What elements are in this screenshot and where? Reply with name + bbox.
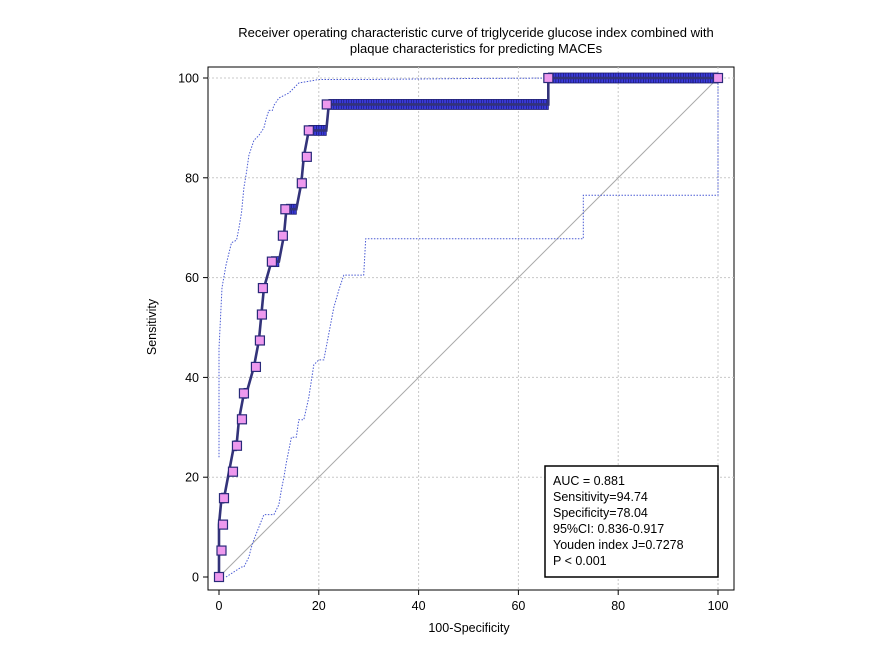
stats-box: AUC = 0.881 Sensitivity=94.74 Specificit…: [544, 465, 719, 578]
y-tick-label: 0: [192, 571, 199, 585]
criterion-marker: [216, 545, 227, 556]
y-tick-label: 80: [185, 171, 199, 185]
criterion-marker: [257, 282, 269, 294]
chart-title-line-1: Receiver operating characteristic curve …: [238, 25, 713, 40]
stats-youden: Youden index J=0.7278: [553, 538, 684, 552]
criterion-marker: [303, 125, 314, 136]
criterion-marker: [213, 571, 225, 583]
criterion-marker: [250, 361, 262, 373]
y-tick-label: 40: [185, 371, 199, 385]
ci-lower-line: [225, 78, 719, 578]
x-axis-label: 100-Specificity: [428, 621, 510, 635]
stats-ci: 95%CI: 0.836-0.917: [553, 522, 664, 536]
y-tick-label: 100: [178, 72, 199, 86]
criterion-marker: [254, 335, 266, 346]
criterion-marker: [238, 388, 250, 399]
criterion-tick-marks: [221, 72, 719, 504]
diagonal-line: [218, 77, 719, 578]
axes: 0 20 40 60 80 100 0 20 40 60 80 100: [178, 72, 728, 614]
criterion-marker: [280, 204, 291, 215]
chart-title-line-2: plaque characteristics for predicting MA…: [350, 41, 603, 56]
criterion-marker: [543, 72, 554, 84]
criterion-marker: [256, 309, 268, 320]
ci-upper-line: [218, 77, 718, 458]
x-tick-label: 40: [412, 599, 426, 613]
chart-title: Receiver operating characteristic curve …: [238, 25, 713, 56]
criterion-markers: [213, 72, 724, 583]
stats-box-frame: [544, 465, 719, 578]
criterion-marker: [296, 178, 307, 189]
x-tick-label: 20: [312, 599, 326, 613]
y-tick-label: 60: [185, 271, 199, 285]
x-tick-label: 80: [611, 599, 625, 613]
plot-frame: [207, 66, 735, 591]
criterion-marker: [231, 440, 243, 451]
criterion-marker: [266, 256, 277, 267]
criterion-marker: [227, 466, 239, 477]
criterion-marker: [218, 493, 230, 504]
reference-diagonal: [218, 77, 719, 578]
stats-sensitivity: Sensitivity=94.74: [553, 490, 648, 504]
y-axis-label: Sensitivity: [145, 298, 159, 355]
x-tick-label: 0: [216, 599, 223, 613]
criterion-marker: [712, 72, 724, 84]
x-tick-label: 100: [708, 599, 729, 613]
criterion-marker: [301, 151, 312, 162]
confidence-bands: [218, 77, 719, 578]
y-tick-label: 20: [185, 471, 199, 485]
criterion-marker: [236, 414, 248, 425]
grid: [208, 67, 734, 590]
criterion-marker: [217, 519, 229, 530]
stats-p-value: P < 0.001: [553, 554, 607, 568]
criterion-marker: [321, 99, 332, 110]
x-tick-label: 60: [511, 599, 525, 613]
stats-auc: AUC = 0.881: [553, 474, 625, 488]
criterion-marker: [277, 230, 288, 241]
stats-specificity: Specificity=78.04: [553, 506, 648, 520]
